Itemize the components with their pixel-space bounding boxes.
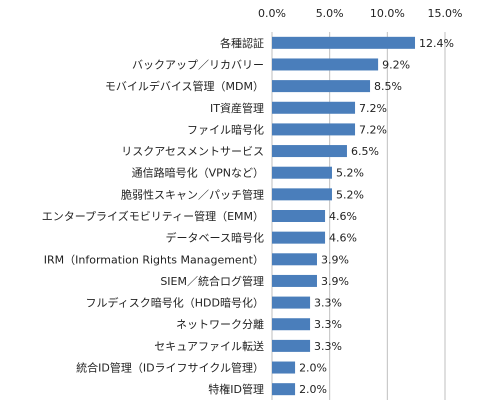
y-tick-label: IRM（Information Rights Management） bbox=[44, 253, 264, 266]
value-label: 2.0% bbox=[299, 383, 327, 396]
bar bbox=[272, 361, 296, 374]
value-label: 3.9% bbox=[321, 253, 349, 266]
y-tick-label: データベース暗号化 bbox=[166, 231, 264, 245]
value-label: 3.3% bbox=[314, 340, 342, 353]
value-label: 7.2% bbox=[359, 123, 387, 136]
y-tick-label: エンタープライズモビリティー管理（EMM） bbox=[42, 209, 264, 223]
value-label: 6.5% bbox=[351, 145, 379, 158]
y-tick-label: セキュアファイル転送 bbox=[154, 339, 264, 353]
y-tick-label: 特権ID管理 bbox=[208, 382, 264, 396]
value-label: 7.2% bbox=[359, 102, 387, 115]
bar bbox=[272, 36, 416, 49]
bar bbox=[272, 123, 356, 136]
y-tick-label: バックアップ／リカバリー bbox=[132, 58, 264, 71]
x-tick-label: 10.0% bbox=[370, 7, 405, 20]
value-label: 12.4% bbox=[419, 37, 454, 50]
y-tick-label: 各種認証 bbox=[220, 36, 264, 50]
x-tick-label: 15.0% bbox=[428, 7, 463, 20]
y-tick-label: 脆弱性スキャン／パッチ管理 bbox=[121, 187, 264, 201]
y-tick-label: IT資産管理 bbox=[210, 101, 264, 115]
value-label: 3.3% bbox=[314, 318, 342, 331]
value-label: 3.9% bbox=[321, 275, 349, 288]
value-label: 9.2% bbox=[382, 58, 410, 71]
y-tick-label: リスクアセスメントサービス bbox=[121, 145, 264, 158]
bar bbox=[272, 166, 332, 179]
bar bbox=[272, 253, 317, 266]
y-tick-label: 統合ID管理（IDライフサイクル管理） bbox=[76, 361, 264, 375]
bar bbox=[272, 80, 371, 93]
bar bbox=[272, 188, 332, 201]
y-tick-label: フルディスク暗号化（HDD暗号化） bbox=[86, 296, 264, 310]
x-tick-label: 5.0% bbox=[316, 7, 344, 20]
bar bbox=[272, 318, 311, 331]
y-tick-label: SIEM／統合ログ管理 bbox=[160, 274, 264, 288]
bar bbox=[272, 339, 311, 352]
bar bbox=[272, 274, 317, 287]
y-tick-label: モバイルデバイス管理（MDM） bbox=[105, 79, 264, 93]
y-tick-label: ファイル暗号化 bbox=[187, 122, 264, 136]
value-label: 3.3% bbox=[314, 297, 342, 310]
bar bbox=[272, 101, 356, 114]
x-tick-label: 0.0% bbox=[258, 7, 286, 20]
value-label: 5.2% bbox=[336, 167, 364, 180]
bar bbox=[272, 231, 326, 244]
y-tick-label: 通信路暗号化（VPNなど） bbox=[132, 166, 264, 180]
value-label: 8.5% bbox=[374, 80, 402, 93]
bar bbox=[272, 145, 347, 158]
bar bbox=[272, 210, 326, 222]
value-label: 4.6% bbox=[329, 232, 357, 245]
bar bbox=[272, 58, 379, 71]
bar bbox=[272, 296, 311, 309]
bar bbox=[272, 383, 296, 396]
y-tick-label: ネットワーク分離 bbox=[176, 317, 264, 331]
value-label: 4.6% bbox=[329, 210, 357, 223]
value-label: 2.0% bbox=[299, 362, 327, 375]
value-label: 5.2% bbox=[336, 188, 364, 201]
